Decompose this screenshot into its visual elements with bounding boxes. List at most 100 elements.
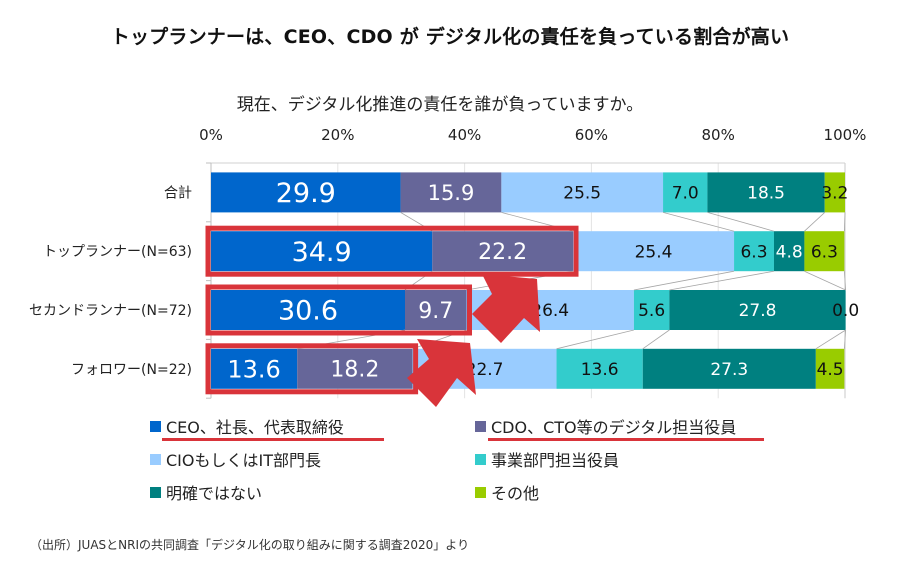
legend-swatch bbox=[150, 487, 161, 498]
series-line bbox=[843, 212, 846, 232]
data-label: 18.5 bbox=[747, 184, 785, 204]
data-label: 25.4 bbox=[635, 242, 673, 262]
highlight-box bbox=[205, 284, 473, 336]
data-label: 27.3 bbox=[710, 360, 748, 380]
x-tick-label: 100% bbox=[824, 126, 867, 144]
x-tick-label: 80% bbox=[702, 126, 735, 144]
data-label: 6.3 bbox=[740, 242, 767, 262]
category-label: トップランナー(N=63) bbox=[43, 244, 192, 260]
x-tick-label: 0% bbox=[199, 126, 223, 144]
bar-segment bbox=[211, 172, 401, 213]
bar-segment bbox=[804, 231, 845, 272]
data-label: 5.6 bbox=[638, 301, 665, 321]
data-label: 27.8 bbox=[739, 301, 777, 321]
legend-item: CDO、CTO等のデジタル担当役員 bbox=[475, 414, 736, 438]
source-note: （出所）JUASとNRIの共同調査「デジタル化の取り組みに関する調査2020」よ… bbox=[30, 538, 470, 552]
x-tick-label: 60% bbox=[575, 126, 608, 144]
bars bbox=[211, 172, 846, 389]
data-labels: 29.9 15.9 25.5 7.0 18.5 3.2 34.9 22.2 25.4 6.3 4.8… bbox=[227, 178, 859, 383]
bar-segment bbox=[633, 290, 670, 330]
bar-segment bbox=[669, 290, 846, 330]
legend-label: CIOもしくはIT部門長 bbox=[166, 451, 321, 470]
bar-segment bbox=[573, 231, 735, 272]
legend-item: CIOもしくはIT部門長 bbox=[150, 447, 321, 471]
bar-segment bbox=[663, 172, 708, 213]
series-line bbox=[556, 329, 634, 350]
data-label: 7.0 bbox=[672, 184, 699, 204]
bar-segment bbox=[642, 348, 816, 389]
series-line bbox=[633, 270, 735, 291]
legend-highlight-underline bbox=[162, 438, 384, 441]
legend-item: その他 bbox=[475, 480, 539, 504]
bar-segment bbox=[211, 348, 298, 389]
data-label: 26.4 bbox=[531, 301, 569, 321]
bar-segment bbox=[824, 172, 845, 213]
arrow-icon bbox=[407, 339, 476, 407]
legend-swatch bbox=[475, 454, 486, 465]
series-line bbox=[707, 212, 775, 232]
bar-segment bbox=[707, 172, 825, 213]
series-line bbox=[804, 270, 846, 291]
bar-segment bbox=[405, 290, 467, 330]
legend-label: CDO、CTO等のデジタル担当役員 bbox=[491, 418, 737, 437]
data-label: 4.5 bbox=[817, 360, 844, 380]
data-label: 9.7 bbox=[418, 299, 453, 324]
bar-segment bbox=[501, 172, 664, 213]
series-line bbox=[804, 212, 825, 232]
data-label: 15.9 bbox=[428, 181, 475, 205]
bar-segment bbox=[556, 348, 643, 389]
data-label: 30.6 bbox=[278, 296, 338, 327]
data-label: 25.5 bbox=[563, 184, 601, 204]
bar-segment bbox=[734, 231, 774, 272]
legend-label: CEO、社長、代表取締役 bbox=[166, 418, 344, 437]
x-tick-label: 40% bbox=[448, 126, 481, 144]
highlight-box bbox=[205, 343, 419, 395]
chart-title: 現在、デジタル化推進の責任を誰が負っていますか。 bbox=[236, 95, 644, 115]
bar-segment bbox=[211, 231, 433, 272]
category-label: セカンドランナー(N=72) bbox=[29, 303, 192, 319]
legend-swatch bbox=[475, 421, 486, 432]
category-label: 合計 bbox=[164, 185, 192, 201]
x-tick-label: 20% bbox=[321, 126, 354, 144]
series-line bbox=[843, 329, 847, 349]
data-label: 13.6 bbox=[581, 360, 619, 380]
data-label: 0.0 bbox=[832, 301, 859, 321]
legend-swatch bbox=[150, 454, 161, 465]
bar-segment bbox=[297, 348, 413, 389]
series-line bbox=[642, 329, 670, 350]
series-line bbox=[669, 270, 775, 291]
category-label: フォロワー(N=22) bbox=[71, 362, 192, 378]
arrow-icon bbox=[472, 274, 540, 343]
legend-item: CEO、社長、代表取締役 bbox=[150, 414, 344, 438]
series-line bbox=[843, 271, 847, 291]
legend-swatch bbox=[150, 421, 161, 432]
bar-segment bbox=[432, 231, 574, 272]
highlight-box bbox=[205, 225, 579, 277]
bar-segment bbox=[400, 172, 502, 213]
highlight-boxes bbox=[205, 225, 579, 395]
data-label: 13.6 bbox=[227, 355, 280, 383]
legend-label: 明確ではない bbox=[166, 484, 263, 503]
legend-swatch bbox=[475, 487, 486, 498]
legend-item: 事業部門担当役員 bbox=[475, 447, 619, 471]
bar-segment bbox=[773, 231, 805, 272]
data-label: 22.7 bbox=[466, 360, 504, 380]
series-line bbox=[662, 212, 735, 232]
legend-label: 事業部門担当役員 bbox=[491, 451, 620, 470]
series-line bbox=[815, 329, 846, 350]
page-title: トップランナーは、CEO、CDO が デジタル化の責任を負っている割合が高い bbox=[110, 26, 790, 48]
data-label: 22.2 bbox=[478, 240, 527, 265]
data-label: 6.3 bbox=[811, 242, 838, 262]
data-label: 34.9 bbox=[292, 237, 352, 268]
bar-segment bbox=[815, 348, 845, 389]
bar-segment bbox=[211, 290, 406, 330]
legend-item: 明確ではない bbox=[150, 480, 262, 504]
data-label: 4.8 bbox=[776, 242, 803, 262]
legend-label: その他 bbox=[491, 484, 540, 503]
legend-highlight-underline bbox=[488, 438, 764, 441]
data-label: 29.9 bbox=[276, 178, 336, 209]
highlight-arrows bbox=[407, 274, 540, 407]
data-label: 18.2 bbox=[330, 358, 379, 383]
